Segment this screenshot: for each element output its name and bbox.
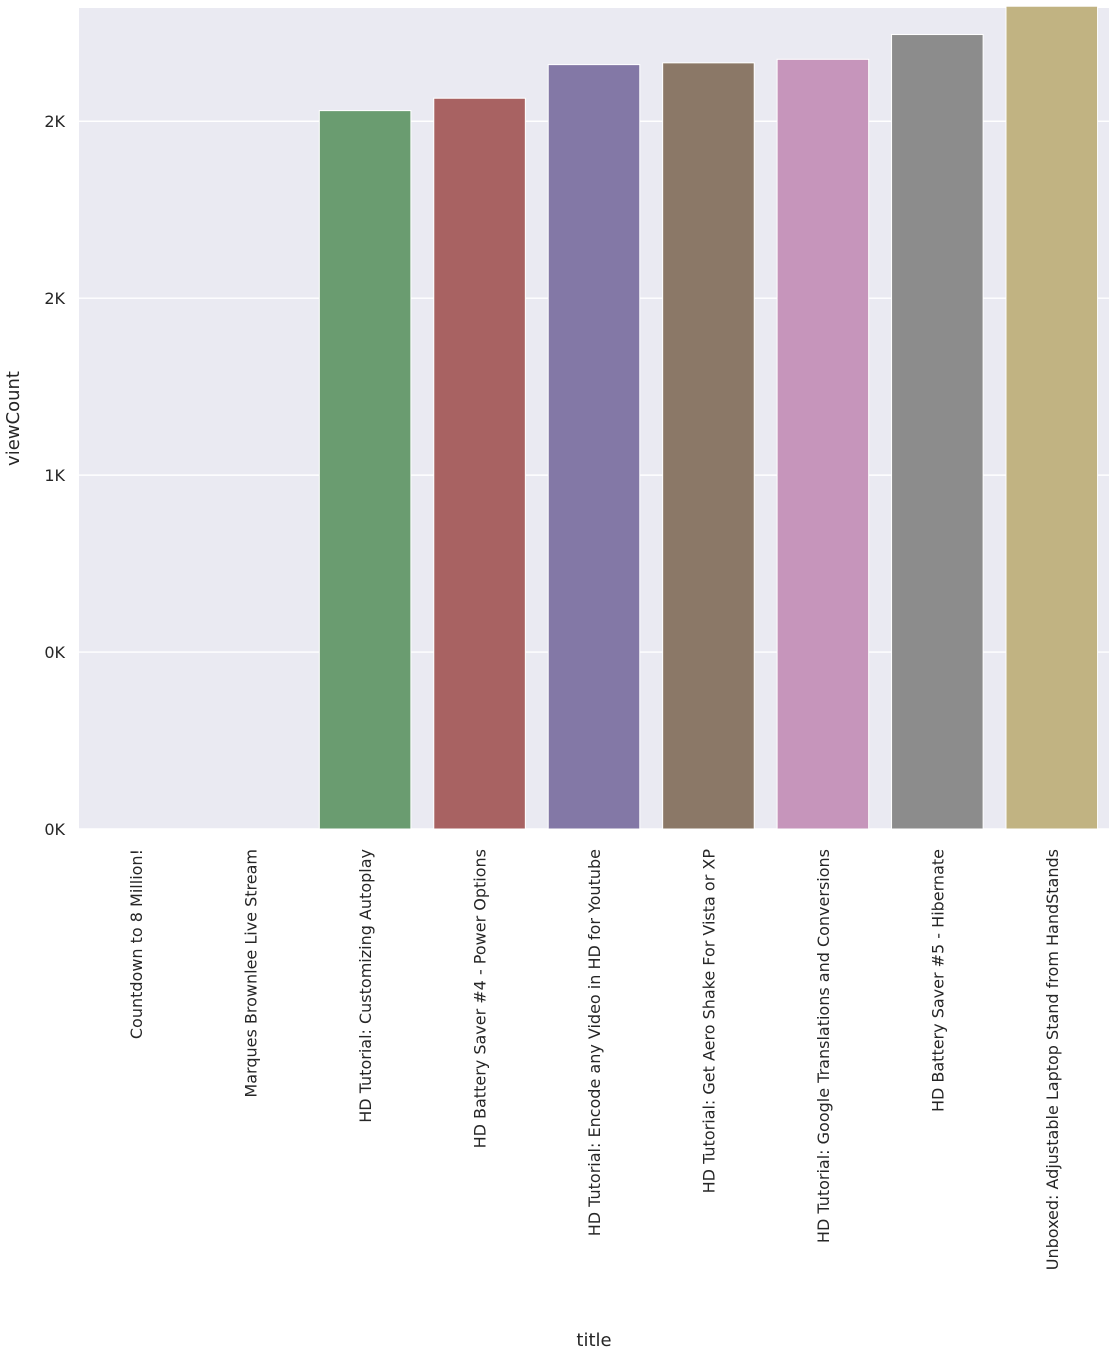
x-tick-label: Unboxed: Adjustable Laptop Stand from Ha… [1043,849,1062,1270]
y-axis-ticks: 0K 0K 1K 2K 2K [44,112,65,839]
y-tick-label: 0K [44,820,65,839]
x-axis-ticks: Countdown to 8 Million! Marques Brownlee … [127,849,1062,1271]
y-axis-label: viewCount [3,371,24,466]
x-tick-label: HD Tutorial: Google Translations and Con… [814,849,833,1243]
x-tick-label: HD Battery Saver #4 - Power Options [471,849,490,1148]
bar [891,34,984,830]
x-tick-label: Countdown to 8 Million! [127,849,146,1039]
x-tick-label: HD Tutorial: Encode any Video in HD for … [585,849,604,1236]
y-tick-label: 2K [44,112,65,131]
y-tick-label: 2K [44,289,65,308]
y-tick-label: 1K [44,466,65,485]
bar [433,97,526,830]
x-axis-label: title [576,1330,611,1351]
x-tick-label: Marques Brownlee Live Stream [242,849,261,1098]
bar [776,58,870,830]
bar [1005,5,1099,830]
bar [318,110,412,830]
x-tick-label: HD Tutorial: Customizing Autoplay [356,849,375,1123]
x-tick-label: HD Battery Saver #5 - Hibernate [928,849,947,1112]
bar [662,62,755,830]
y-tick-label: 0K [44,643,65,662]
bars [318,5,1099,830]
bar [547,64,641,830]
x-tick-label: HD Tutorial: Get Aero Shake For Vista or… [699,849,718,1194]
